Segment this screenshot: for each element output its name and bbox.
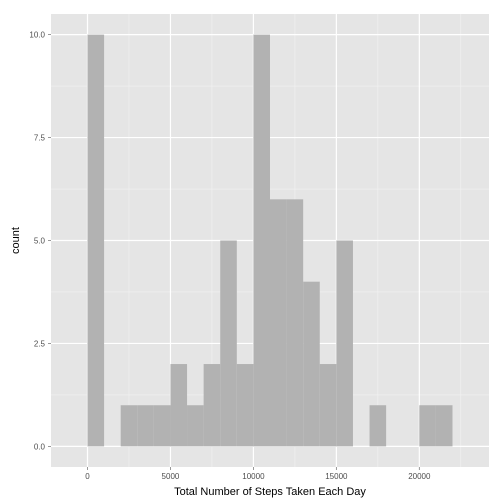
- histogram-bar: [303, 281, 320, 447]
- histogram-bar: [137, 405, 154, 447]
- histogram-bar: [203, 364, 221, 447]
- y-tick-label: 2.5: [34, 339, 46, 348]
- x-tick-label: 20000: [408, 472, 431, 481]
- y-tick-label: 10.0: [29, 31, 45, 40]
- histogram-bar: [336, 240, 353, 447]
- histogram-bar: [120, 405, 138, 447]
- x-axis: 0 5000 10000 15000 20000: [85, 467, 431, 481]
- y-axis-title: count: [10, 227, 22, 254]
- y-tick-label: 5.0: [34, 237, 46, 246]
- histogram-bar: [236, 364, 254, 447]
- x-tick-label: 10000: [242, 472, 265, 481]
- histogram-bar: [435, 405, 453, 447]
- histogram-bar: [220, 240, 237, 447]
- y-axis: 0.0 2.5 5.0 7.5 10.0: [29, 31, 51, 451]
- histogram-bar: [153, 405, 171, 447]
- histogram-bar: [170, 364, 188, 447]
- x-tick-label: 15000: [325, 472, 348, 481]
- histogram-bar: [319, 364, 337, 447]
- histogram-bars: [87, 34, 453, 447]
- y-tick-label: 7.5: [34, 134, 46, 143]
- histogram-bar: [270, 199, 287, 447]
- histogram-bar: [87, 34, 105, 447]
- y-tick-label: 0.0: [34, 442, 46, 451]
- histogram-bar: [253, 34, 270, 447]
- histogram-bar: [419, 405, 436, 447]
- x-axis-title: Total Number of Steps Taken Each Day: [174, 486, 366, 498]
- histogram-bar: [187, 405, 204, 447]
- histogram-bar: [369, 405, 387, 447]
- x-tick-label: 5000: [162, 472, 180, 481]
- histogram-bar: [286, 199, 304, 447]
- x-tick-label: 0: [85, 472, 90, 481]
